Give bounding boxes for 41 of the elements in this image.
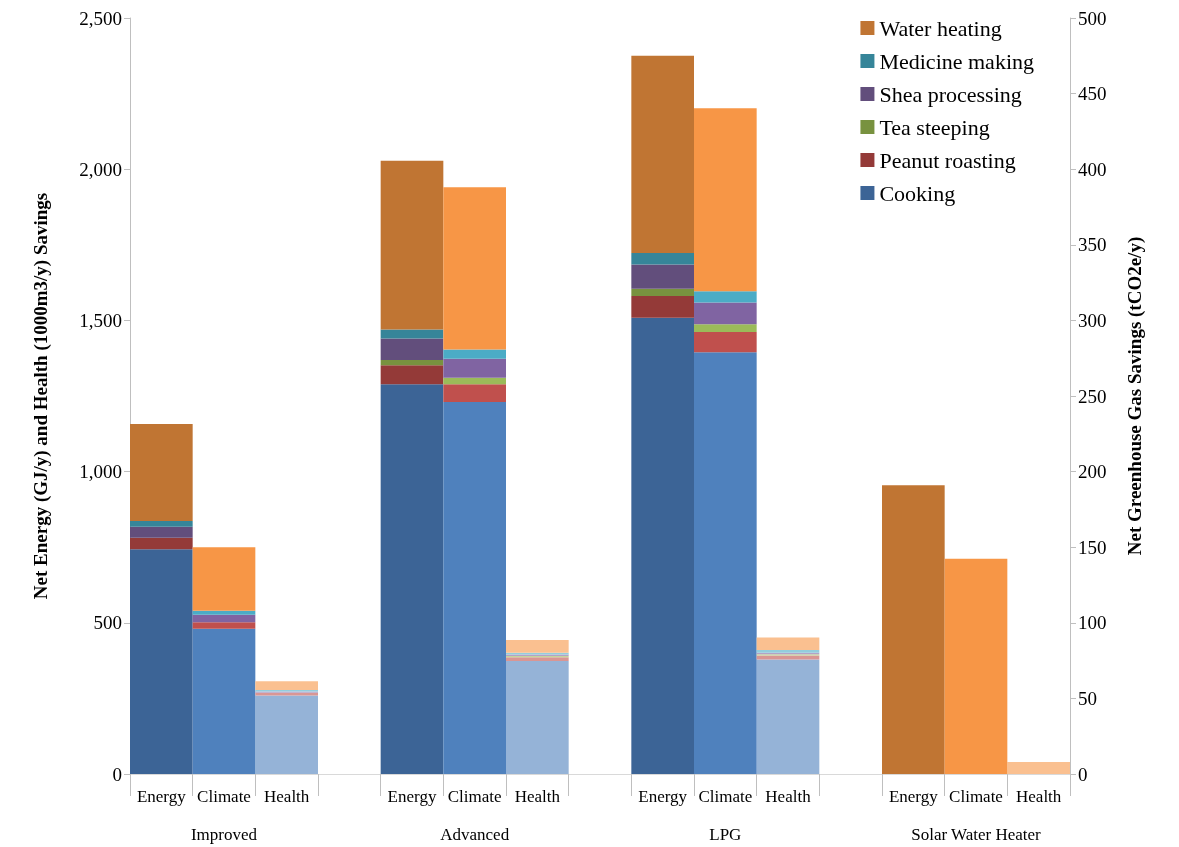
y2-axis-title: Net Greenhouse Gas Savings (tCO2e/y)	[1124, 236, 1146, 556]
legend-label: Tea steeping	[879, 114, 990, 140]
legend-label: Medicine making	[879, 48, 1035, 74]
legend-label: Shea processing	[879, 81, 1022, 107]
y2-tick-label: 400	[1078, 158, 1107, 180]
y2-tick-label: 350	[1078, 234, 1107, 256]
y-tick-label: 500	[93, 612, 122, 634]
x-tick-label: Health	[514, 787, 561, 806]
legend-label: Cooking	[879, 180, 956, 206]
x-tick-label: Health	[264, 787, 310, 806]
y-axis-title: Net Energy (GJ/y) and Health (1000m3/y) Savings	[30, 192, 52, 600]
x-tick-label: Climate	[698, 787, 753, 806]
y2-tick-label: 100	[1078, 612, 1107, 634]
x-tick-label: Energy	[888, 787, 939, 806]
y-tick-label: 1,000	[79, 461, 122, 483]
x-tick-label: Energy	[387, 787, 437, 806]
legend-label: Peanut roasting	[879, 147, 1016, 173]
x-tick-label: Health	[1016, 787, 1062, 806]
x-tick-label: Climate	[949, 787, 1003, 806]
x-tick-label: Health	[765, 787, 812, 806]
y2-tick-label: 300	[1078, 309, 1107, 331]
y-tick-label: 2,500	[79, 7, 122, 29]
x-tick-label: Energy	[638, 787, 688, 806]
y-tick-label: 1,500	[79, 309, 122, 331]
y2-tick-label: 450	[1078, 83, 1107, 105]
x-tick-label: Energy	[136, 787, 187, 806]
y2-tick-label: 0	[1078, 763, 1088, 785]
text: LPG	[709, 824, 742, 844]
x-tick-label: Climate	[447, 787, 502, 806]
y2-tick-label: 150	[1078, 536, 1107, 558]
y2-tick-label: 500	[1078, 7, 1107, 29]
y2-tick-label: 200	[1078, 461, 1107, 483]
y-tick-label: 0	[112, 763, 122, 785]
text: Solar Water Heater	[911, 824, 1042, 844]
x-tick-label: Climate	[197, 787, 251, 806]
y-tick-label: 2,000	[79, 158, 122, 180]
y2-tick-label: 250	[1078, 385, 1107, 407]
text: Advanced	[440, 824, 510, 844]
legend-label: Water heating	[879, 15, 1002, 41]
text: Improved	[190, 824, 258, 844]
y2-tick-label: 50	[1078, 687, 1097, 709]
